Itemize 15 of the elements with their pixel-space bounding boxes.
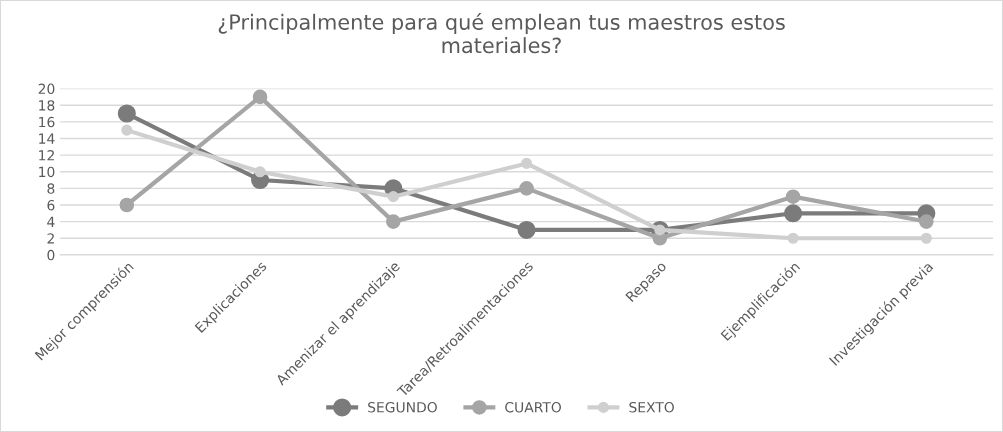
y-tick-label: 20 bbox=[38, 83, 55, 95]
y-tick-label: 0 bbox=[47, 249, 55, 261]
y-tick-label: 10 bbox=[39, 166, 55, 178]
y-tick-label: 12 bbox=[39, 150, 54, 161]
legend-label: SEGUNDO bbox=[368, 401, 437, 413]
y-tick-label: 4 bbox=[47, 216, 55, 227]
y-tick-label: 18 bbox=[39, 100, 55, 111]
y-tick-label: 6 bbox=[47, 199, 55, 211]
legend-label: SEXTO bbox=[629, 401, 674, 413]
chart-title: ¿Principalmente para qué emplean tus maestros estos materiales? bbox=[218, 12, 785, 54]
y-tick-label: 16 bbox=[39, 116, 55, 128]
y-tick-label: 14 bbox=[39, 133, 55, 144]
y-tick-label: 2 bbox=[47, 233, 54, 244]
legend-label: CUARTO bbox=[505, 401, 562, 413]
y-tick-label: 8 bbox=[47, 183, 55, 194]
